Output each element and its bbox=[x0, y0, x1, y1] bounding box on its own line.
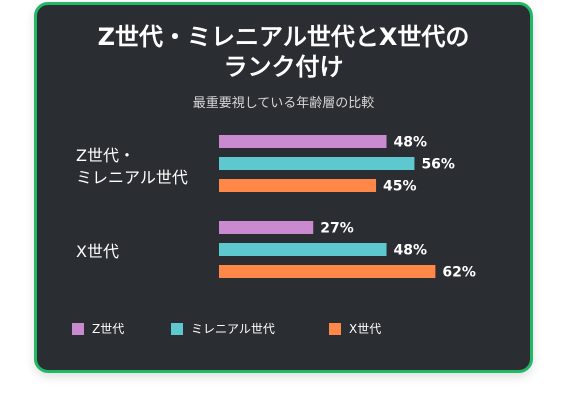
data-label-z-millennial-genz: 48% bbox=[394, 135, 428, 151]
data-label-genx-genx: 62% bbox=[442, 265, 476, 281]
legend-swatch-genz bbox=[72, 323, 84, 335]
bar-genx-genz bbox=[219, 221, 314, 234]
legend-swatch-genx bbox=[329, 323, 341, 335]
data-label-z-millennial-genx: 45% bbox=[383, 179, 417, 195]
chart-card: Z世代・ミレニアル世代とX世代の ランク付け 最重要視している年齢層の比較 Z世… bbox=[34, 2, 533, 373]
bar-z-millennial-millennial bbox=[219, 157, 415, 170]
category-label-genx: X世代 bbox=[76, 242, 119, 261]
bar-z-millennial-genz bbox=[219, 135, 387, 148]
bar-genx-genx bbox=[219, 265, 436, 278]
data-label-genx-millennial: 48% bbox=[394, 243, 428, 259]
legend-swatch-millennial bbox=[171, 323, 183, 335]
legend-label-genz: Z世代 bbox=[92, 322, 125, 336]
chart-subtitle: 最重要視している年齢層の比較 bbox=[192, 96, 375, 111]
bar-plot: 48% 56%45% 27% 48% 62% bbox=[219, 135, 476, 281]
legend-item-genz: Z世代 bbox=[72, 321, 124, 337]
legend-label-millennial: ミレニアル世代 bbox=[191, 322, 275, 336]
bar-z-millennial-genx bbox=[219, 179, 377, 192]
bar-genx-millennial bbox=[219, 243, 387, 256]
data-label-z-millennial-millennial: 56% bbox=[421, 157, 455, 173]
data-label-genx-genz: 27% bbox=[320, 221, 354, 237]
chart-title: Z世代・ミレニアル世代とX世代の ランク付け bbox=[97, 23, 470, 81]
category-label-z-millennial: Z世代・ ミレニアル世代 bbox=[76, 146, 188, 187]
legend-item-genx: X世代 bbox=[329, 321, 381, 337]
legend-item-millennial: ミレニアル世代 bbox=[171, 321, 275, 337]
legend-label-genx: X世代 bbox=[349, 322, 382, 336]
